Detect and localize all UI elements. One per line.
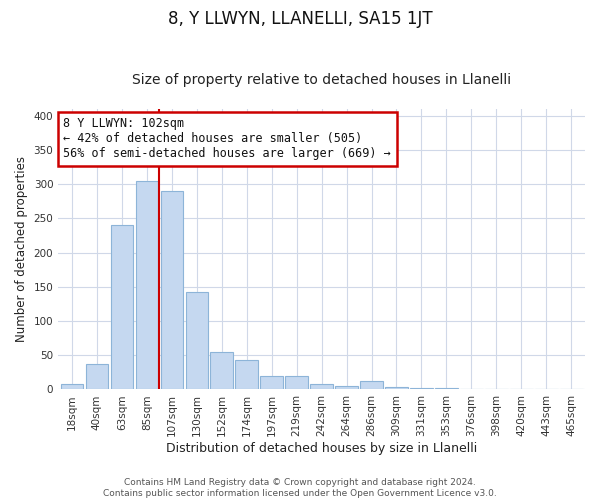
Bar: [185, 292, 208, 390]
Bar: [360, 380, 383, 390]
Bar: [235, 360, 258, 390]
Bar: [286, 376, 308, 390]
Text: 8 Y LLWYN: 102sqm
← 42% of detached houses are smaller (505)
56% of semi-detache: 8 Y LLWYN: 102sqm ← 42% of detached hous…: [64, 118, 391, 160]
Bar: [460, 389, 482, 390]
Bar: [385, 388, 408, 390]
Bar: [260, 376, 283, 390]
Title: Size of property relative to detached houses in Llanelli: Size of property relative to detached ho…: [132, 73, 511, 87]
Bar: [136, 181, 158, 390]
Bar: [435, 388, 458, 390]
Bar: [485, 389, 508, 390]
Bar: [535, 389, 557, 390]
Bar: [510, 389, 533, 390]
X-axis label: Distribution of detached houses by size in Llanelli: Distribution of detached houses by size …: [166, 442, 477, 455]
Bar: [161, 191, 183, 390]
Bar: [410, 388, 433, 390]
Text: 8, Y LLWYN, LLANELLI, SA15 1JT: 8, Y LLWYN, LLANELLI, SA15 1JT: [167, 10, 433, 28]
Bar: [86, 364, 108, 390]
Y-axis label: Number of detached properties: Number of detached properties: [15, 156, 28, 342]
Bar: [110, 226, 133, 390]
Bar: [61, 384, 83, 390]
Text: Contains HM Land Registry data © Crown copyright and database right 2024.
Contai: Contains HM Land Registry data © Crown c…: [103, 478, 497, 498]
Bar: [560, 389, 583, 390]
Bar: [211, 352, 233, 390]
Bar: [310, 384, 333, 390]
Bar: [335, 386, 358, 390]
